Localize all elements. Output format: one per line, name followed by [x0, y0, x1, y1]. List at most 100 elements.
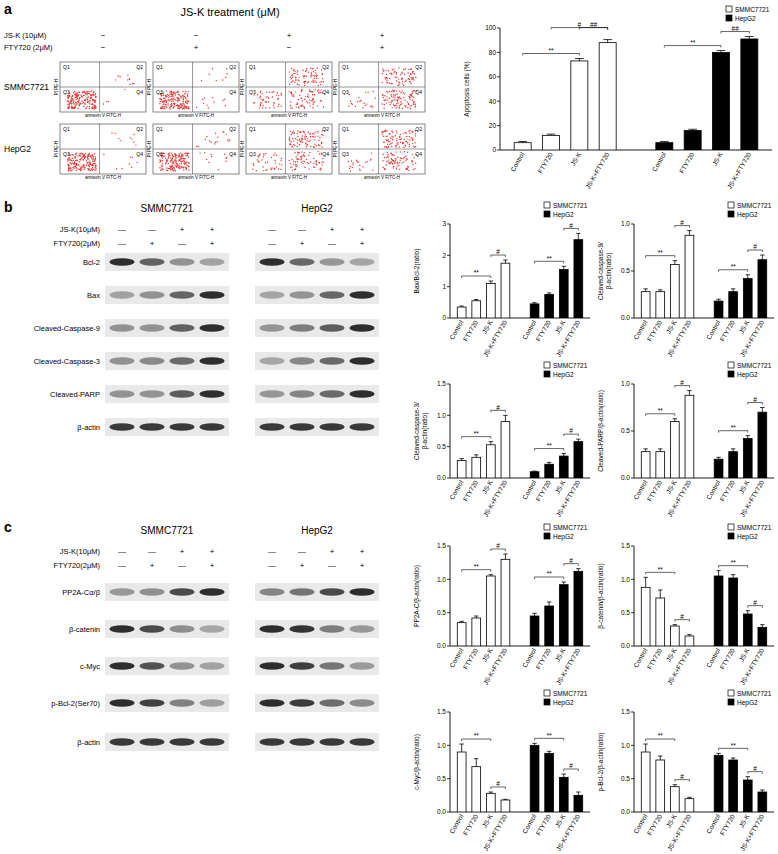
- flow-event: [402, 143, 403, 144]
- flow-event: [222, 131, 223, 132]
- flow-event: [277, 98, 278, 99]
- flow-event: [165, 158, 166, 159]
- flow-event: [304, 85, 305, 86]
- flow-event: [73, 101, 74, 102]
- error-bar: [532, 303, 536, 304]
- flow-event: [132, 157, 133, 158]
- flow-event: [412, 154, 413, 155]
- flow-event: [309, 141, 310, 142]
- flow-event: [359, 169, 360, 170]
- flow-event: [94, 160, 95, 161]
- flow-event: [87, 105, 88, 106]
- flow-event: [295, 76, 296, 77]
- flow-event: [68, 168, 69, 169]
- flow-event: [302, 70, 303, 71]
- flow-event: [181, 167, 182, 168]
- flow-event: [405, 168, 406, 169]
- flow-event: [399, 107, 400, 108]
- flow-event: [304, 156, 305, 157]
- flow-event: [169, 166, 170, 167]
- blot-background: [255, 583, 379, 601]
- flow-event: [166, 96, 167, 97]
- flow-event: [91, 97, 92, 98]
- flow-event: [82, 92, 83, 93]
- flow-event: [391, 161, 392, 162]
- flow-event: [178, 156, 179, 157]
- blot-label: PP2A-Cα/β: [62, 588, 101, 597]
- flow-event: [293, 73, 294, 74]
- flow-event: [402, 133, 403, 134]
- flow-event: [76, 95, 77, 96]
- flow-event: [411, 68, 412, 69]
- flow-event: [391, 130, 392, 131]
- quadrant-label: Q4: [415, 151, 422, 157]
- flow-event: [170, 91, 171, 92]
- flow-event: [415, 106, 416, 107]
- flow-event: [182, 101, 183, 102]
- treatment-sign: —: [268, 239, 276, 248]
- flow-event: [87, 91, 88, 92]
- flow-event: [391, 83, 392, 84]
- flow-event: [400, 157, 401, 158]
- flow-event: [297, 136, 298, 137]
- flow-event: [412, 139, 413, 140]
- flow-event: [389, 162, 390, 163]
- flow-event: [83, 91, 84, 92]
- flow-event: [79, 155, 80, 156]
- flow-event: [183, 107, 184, 108]
- flow-event: [188, 157, 189, 158]
- blot-band: [260, 588, 285, 596]
- treatment-sign: +: [330, 547, 335, 556]
- flow-event: [84, 167, 85, 168]
- flow-event: [312, 136, 313, 137]
- flow-event: [75, 153, 76, 154]
- flow-event: [268, 101, 269, 102]
- flow-event: [80, 168, 81, 169]
- flow-event: [398, 107, 399, 108]
- flow-event: [260, 91, 261, 92]
- flow-event: [297, 142, 298, 143]
- flow-event: [296, 165, 297, 166]
- flow-event: [224, 99, 225, 100]
- treatment-sign: +: [360, 239, 365, 248]
- flow-event: [318, 89, 319, 90]
- flow-event: [93, 92, 94, 93]
- blot-band: [350, 423, 375, 431]
- flow-event: [72, 154, 73, 155]
- flow-event: [76, 153, 77, 154]
- flow-event: [178, 91, 179, 92]
- flow-event: [86, 160, 87, 161]
- flow-event: [203, 103, 204, 104]
- treatment-sign: —: [298, 547, 306, 556]
- flow-event: [310, 161, 311, 162]
- flow-event: [71, 103, 72, 104]
- flow-event: [68, 96, 69, 97]
- flow-event: [94, 94, 95, 95]
- flow-event: [306, 159, 307, 160]
- flow-event: [68, 170, 69, 171]
- flow-event: [391, 100, 392, 101]
- y-tick-label: 0: [442, 314, 446, 321]
- flow-event: [294, 73, 295, 74]
- category-label: JS-K: [711, 150, 724, 166]
- flow-event: [397, 96, 398, 97]
- flow-event: [71, 101, 72, 102]
- flow-event: [312, 107, 313, 108]
- flow-event: [262, 100, 263, 101]
- flow-event: [314, 78, 315, 79]
- treatment-sign: —: [148, 547, 156, 556]
- flow-event: [415, 133, 416, 134]
- flow-event: [321, 81, 322, 82]
- flow-event: [319, 162, 320, 163]
- error-cap: [603, 39, 612, 40]
- flow-event: [409, 144, 410, 145]
- row-label: HepG2: [4, 144, 31, 154]
- flow-event: [185, 153, 186, 154]
- flow-event: [279, 163, 280, 164]
- blot-background: [105, 253, 229, 271]
- flow-event: [266, 169, 267, 170]
- flow-event: [83, 155, 84, 156]
- flow-event: [321, 143, 322, 144]
- x-axis: [450, 318, 590, 319]
- flow-event: [69, 167, 70, 168]
